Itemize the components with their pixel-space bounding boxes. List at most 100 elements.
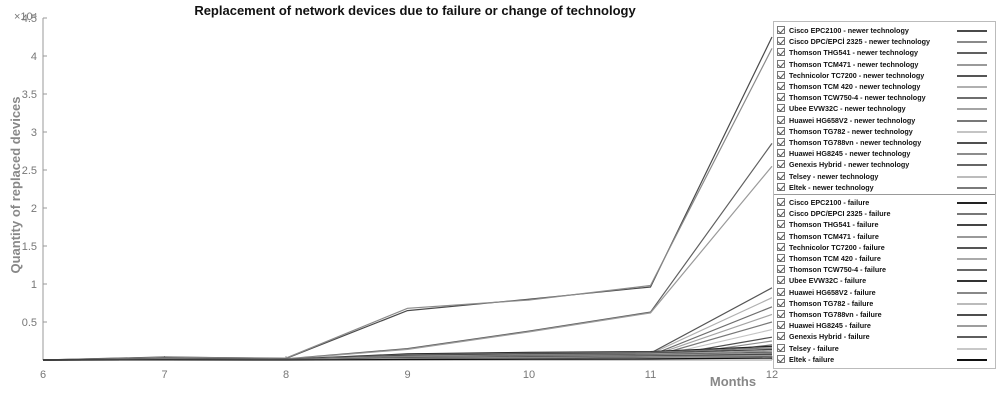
legend-checkbox[interactable] [777,171,785,180]
legend-item[interactable]: Ubee EVW32C - newer technology [774,103,995,114]
legend-label: Technicolor TC7200 - failure [789,242,885,252]
legend-checkbox[interactable] [777,321,785,330]
legend-checkbox[interactable] [777,287,785,296]
legend-checkbox[interactable] [777,93,785,102]
legend-checkbox[interactable] [777,354,785,363]
legend-checkbox[interactable] [777,231,785,240]
legend-checkbox[interactable] [777,298,785,307]
legend-item[interactable]: Thomson TCM 420 - newer technology [774,81,995,92]
legend-item[interactable]: Cisco EPC2100 - newer technology [774,25,995,36]
legend-item[interactable]: Thomson TG782 - newer technology [774,126,995,137]
legend-checkbox[interactable] [777,82,785,90]
legend-swatch [957,30,987,32]
legend-swatch [957,358,987,361]
legend-item[interactable]: Eltek - newer technology [774,182,995,193]
legend-item[interactable]: Huawei HG8245 - newer technology [774,148,995,159]
legend-label: Thomson TG788vn - failure [789,310,882,319]
legend-checkbox[interactable] [777,160,785,169]
x-tick-label: 6 [40,369,46,381]
legend-checkbox[interactable] [777,276,785,285]
legend-item[interactable]: Huawei HG658V2 - failure [774,287,995,298]
legend-checkbox[interactable] [777,254,785,262]
legend-item[interactable]: Telsey - newer technology [774,171,995,182]
legend-label: Ubee EVW32C - failure [789,276,867,286]
legend-checkbox[interactable] [777,59,785,68]
legend-item[interactable]: Ubee EVW32C - failure [774,275,995,286]
legend-label: Thomson TG782 - failure [789,298,874,308]
legend-label: Cisco DPC/EPCI 2325 - failure [789,209,891,219]
legend-swatch [957,291,987,294]
legend-label: Huawei HG658V2 - failure [789,287,876,297]
chart-title: Replacement of network devices due to fa… [194,3,636,18]
legend-checkbox[interactable] [777,115,785,124]
x-axis-label: Months [710,374,756,389]
legend-item[interactable]: Technicolor TC7200 - failure [774,242,995,253]
y-tick-label: 1.5 [22,241,37,253]
legend-swatch [957,347,987,350]
legend-checkbox[interactable] [777,26,785,34]
legend-label: Thomson TCW750-4 - newer technology [789,93,926,103]
legend-checkbox[interactable] [777,182,785,191]
legend-item[interactable]: Genexis Hybrid - failure [774,331,995,342]
legend-item[interactable]: Thomson TCW750-4 - failure [774,264,995,275]
legend-label: Huawei HG8245 - newer technology [789,149,911,159]
series-line-2 [42,48,773,361]
legend-item[interactable]: Thomson TCM471 - failure [774,231,995,242]
legend-checkbox[interactable] [777,332,785,341]
legend-item[interactable]: Thomson TG788vn - newer technology [774,137,995,148]
legend-item[interactable]: Cisco DPC/EPCI 2325 - failure [774,208,995,219]
legend-checkbox[interactable] [777,138,785,146]
legend-label: Thomson TCM471 - newer technology [789,59,919,69]
legend-checkbox[interactable] [777,149,785,158]
legend-item[interactable]: Thomson TG782 - failure [774,298,995,309]
y-tick-label: 0.5 [22,317,37,329]
legend-label: Genexis Hybrid - newer technology [789,160,910,170]
series-lines [42,36,773,361]
legend-swatch [957,186,987,189]
legend-item[interactable]: Thomson TCW750-4 - newer technology [774,92,995,103]
legend-label: Thomson THG541 - newer technology [789,48,918,58]
legend-swatch [957,63,987,66]
legend-item[interactable]: Technicolor TC7200 - newer technology [774,70,995,81]
legend-label: Huawei HG8245 - failure [789,321,871,331]
x-tick-label: 11 [645,369,656,381]
legend-checkbox[interactable] [777,310,785,318]
legend-swatch [957,119,987,122]
legend-item[interactable]: Thomson TG788vn - failure [774,309,995,320]
legend-item[interactable]: Cisco EPC2100 - failure [774,197,995,208]
legend-swatch [957,108,987,111]
legend-item[interactable]: Huawei HG658V2 - newer technology [774,115,995,126]
legend-swatch [957,269,987,272]
legend-label: Huawei HG658V2 - newer technology [789,115,916,125]
legend-checkbox[interactable] [777,70,785,79]
y-tick-label: 4 [31,51,37,63]
legend-checkbox[interactable] [777,209,785,218]
legend-checkbox[interactable] [777,198,785,206]
legend-item[interactable]: Eltek - failure [774,354,995,365]
legend-item[interactable]: Thomson TCM 420 - failure [774,253,995,264]
legend-item[interactable]: Telsey - failure [774,343,995,354]
legend-item[interactable]: Thomson THG541 - failure [774,219,995,230]
legend-label: Ubee EVW32C - newer technology [789,104,906,114]
legend-item[interactable]: Cisco DPC/EPCİ 2325 - newer technology [774,36,995,47]
legend-label: Cisco EPC2100 - failure [789,198,870,207]
legend-swatch [957,336,987,339]
legend-checkbox[interactable] [777,242,785,251]
legend-swatch [957,164,987,167]
legend-swatch [957,280,987,283]
legend-checkbox[interactable] [777,48,785,57]
legend-checkbox[interactable] [777,37,785,46]
legend-swatch [957,235,987,238]
x-tick-label: 8 [283,369,289,381]
legend-swatch [957,302,987,305]
legend-item[interactable]: Genexis Hybrid - newer technology [774,159,995,170]
legend-checkbox[interactable] [777,343,785,352]
legend-checkbox[interactable] [777,104,785,113]
legend-checkbox[interactable] [777,220,785,229]
legend-item[interactable]: Thomson TCM471 - newer technology [774,59,995,70]
legend-checkbox[interactable] [777,265,785,274]
legend-item[interactable]: Thomson THG541 - newer technology [774,47,995,58]
legend-item[interactable]: Huawei HG8245 - failure [774,320,995,331]
legend-checkbox[interactable] [777,126,785,135]
